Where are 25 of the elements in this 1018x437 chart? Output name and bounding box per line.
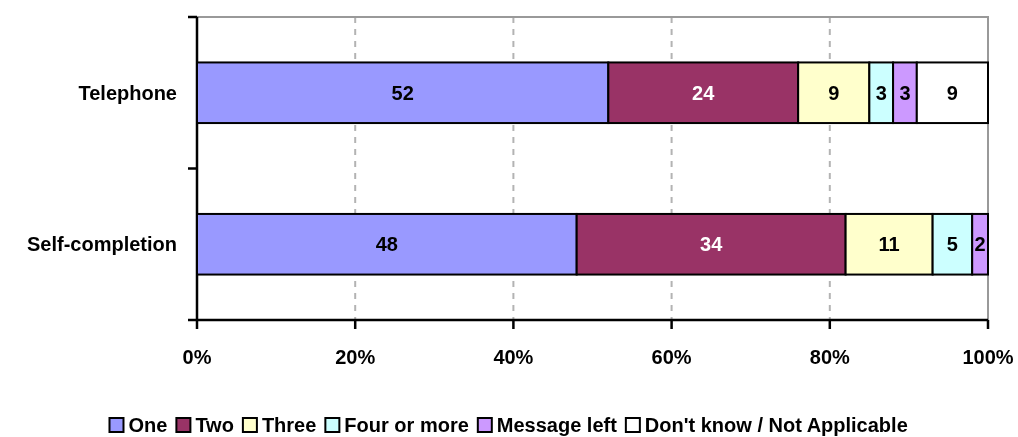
- data-label: 52: [391, 81, 414, 104]
- x-tick-label: 80%: [809, 346, 851, 368]
- data-label: 3: [875, 81, 887, 104]
- legend-label: Two: [195, 414, 234, 436]
- legend-label: One: [128, 414, 168, 436]
- data-label: 9: [946, 81, 958, 104]
- x-tick-label: 60%: [651, 346, 692, 368]
- data-label: 34: [700, 233, 724, 256]
- y-tick-label: Telephone: [78, 81, 177, 104]
- legend-label: Four or more: [344, 414, 469, 436]
- data-label: 11: [878, 233, 900, 256]
- data-label: 2: [974, 233, 986, 256]
- data-label: 24: [692, 81, 716, 104]
- y-tick-label: Self-completion: [26, 233, 177, 256]
- x-tick-label: 20%: [335, 346, 376, 368]
- data-label: 5: [946, 233, 958, 256]
- data-label: 9: [828, 81, 840, 104]
- x-tick-label: 40%: [493, 346, 534, 368]
- x-tick-label: 0%: [182, 346, 212, 368]
- legend-label: Message left: [496, 414, 618, 436]
- data-label: 48: [375, 233, 398, 256]
- legend-label: Don't know / Not Applicable: [644, 414, 908, 436]
- x-tick-label: 100%: [962, 346, 1014, 368]
- legend-label: Three: [261, 414, 317, 436]
- data-label: 3: [899, 81, 911, 104]
